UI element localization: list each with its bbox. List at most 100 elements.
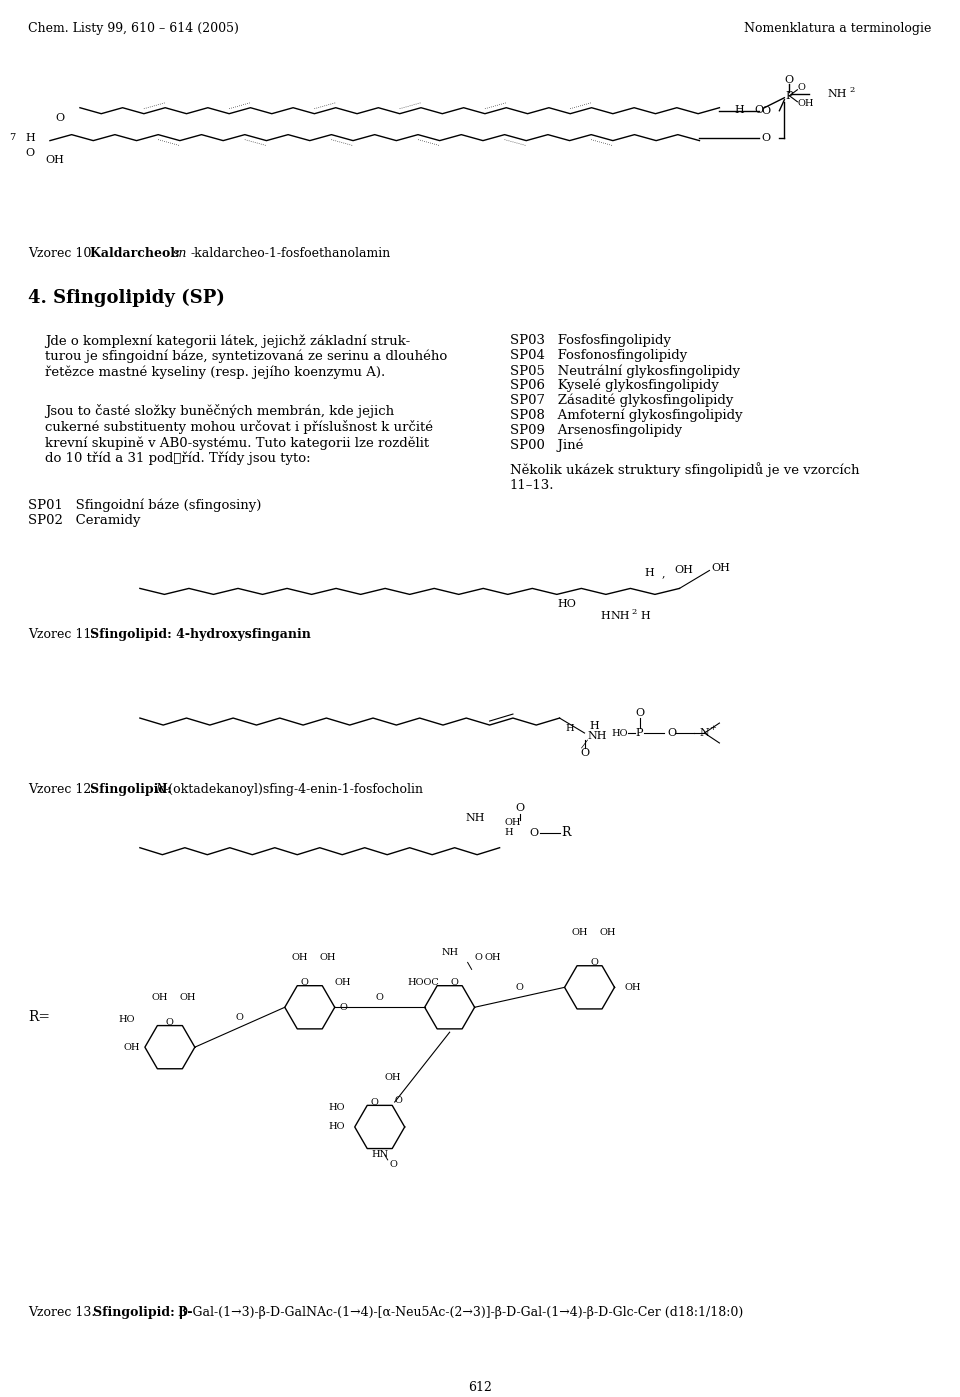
- Text: SP09   Arsenosfingolipidy: SP09 Arsenosfingolipidy: [510, 423, 682, 437]
- Text: P: P: [785, 91, 793, 101]
- Text: O: O: [450, 978, 459, 986]
- Text: H: H: [601, 612, 611, 622]
- Text: Chem. Listy 99, 610 – 614 (2005): Chem. Listy 99, 610 – 614 (2005): [28, 22, 239, 35]
- Text: OH: OH: [320, 953, 336, 963]
- Text: O: O: [25, 148, 35, 158]
- Text: O: O: [516, 983, 523, 992]
- Text: H: H: [505, 828, 514, 837]
- Text: N: N: [700, 728, 709, 738]
- Text: HO: HO: [328, 1122, 345, 1132]
- Text: Sfingolipid: 4-hydroxysfinganin: Sfingolipid: 4-hydroxysfinganin: [90, 629, 311, 641]
- Text: OH: OH: [711, 563, 731, 573]
- Text: O: O: [474, 953, 483, 963]
- Text: O: O: [635, 708, 644, 718]
- Text: O: O: [667, 728, 677, 738]
- Text: SP05   Neutrální glykosfingolipidy: SP05 Neutrální glykosfingolipidy: [510, 365, 740, 377]
- Text: N: N: [155, 782, 166, 796]
- Text: Jde o komplexní kategorii látek, jejichž základní struk-
turou je sfingoidní báz: Jde o komplexní kategorii látek, jejichž…: [45, 334, 447, 379]
- Text: 7: 7: [9, 133, 15, 142]
- Text: 4. Sfingolipidy (SP): 4. Sfingolipidy (SP): [28, 289, 225, 307]
- Text: OH: OH: [485, 953, 501, 963]
- Text: O: O: [340, 1003, 348, 1011]
- Text: -(oktadekanoyl)sfing-4-enin-1-fosfocholin: -(oktadekanoyl)sfing-4-enin-1-fosfocholi…: [165, 782, 424, 796]
- Text: O: O: [590, 958, 598, 967]
- Text: HO: HO: [557, 599, 576, 609]
- Text: O: O: [56, 113, 64, 123]
- Text: H: H: [645, 569, 655, 578]
- Text: 2: 2: [850, 85, 854, 94]
- Text: -kaldarcheo-1-fosfoethanolamin: -kaldarcheo-1-fosfoethanolamin: [191, 247, 391, 260]
- Text: Vzorec 13.: Vzorec 13.: [28, 1306, 99, 1320]
- Text: OH: OH: [292, 953, 308, 963]
- Text: OH: OH: [124, 1042, 140, 1052]
- Text: O: O: [580, 747, 589, 759]
- Text: HOOC: HOOC: [408, 978, 440, 986]
- Text: O: O: [515, 803, 524, 813]
- Text: OH: OH: [625, 983, 641, 992]
- Text: O: O: [761, 106, 771, 116]
- Text: O: O: [785, 75, 794, 85]
- Text: H: H: [589, 721, 599, 731]
- Text: O: O: [761, 133, 771, 142]
- Text: Nomenklatura a terminologie: Nomenklatura a terminologie: [744, 22, 931, 35]
- Text: OH: OH: [571, 928, 588, 937]
- Text: ,: ,: [661, 569, 665, 578]
- Text: O: O: [798, 84, 805, 92]
- Text: Sfingolipid:: Sfingolipid:: [90, 782, 176, 796]
- Text: HO: HO: [611, 728, 628, 738]
- Text: D-Gal-(1→3)-β-D-GalNAc-(1→4)-[α-Neu5Ac-(2→3)]-β-D-Gal-(1→4)-β-D-Glc-Cer (d18:1/1: D-Gal-(1→3)-β-D-GalNAc-(1→4)-[α-Neu5Ac-(…: [178, 1306, 743, 1320]
- Text: O: O: [236, 1013, 244, 1021]
- Text: NH: NH: [828, 89, 847, 99]
- Text: H: H: [734, 105, 744, 115]
- Text: SP02   Ceramidy: SP02 Ceramidy: [28, 514, 140, 527]
- Text: O: O: [375, 993, 384, 1002]
- Text: Vzorec 12.: Vzorec 12.: [28, 782, 99, 796]
- Text: HO: HO: [118, 1014, 135, 1024]
- Text: O: O: [755, 105, 764, 115]
- Text: NH: NH: [466, 813, 485, 823]
- Text: OH: OH: [180, 993, 197, 1002]
- Text: HO: HO: [328, 1102, 345, 1112]
- Text: 612: 612: [468, 1382, 492, 1394]
- Text: O: O: [530, 828, 539, 838]
- Text: R: R: [562, 826, 571, 840]
- Text: SP04   Fosfonosfingolipidy: SP04 Fosfonosfingolipidy: [510, 349, 686, 362]
- Text: H: H: [25, 133, 35, 142]
- Text: OH: OH: [335, 978, 351, 986]
- Text: SP01   Sfingoidní báze (sfingosiny): SP01 Sfingoidní báze (sfingosiny): [28, 499, 261, 513]
- Text: Vzorec 10.: Vzorec 10.: [28, 247, 99, 260]
- Text: H: H: [565, 724, 574, 732]
- Text: OH: OH: [152, 993, 168, 1002]
- Text: H: H: [641, 612, 651, 622]
- Text: O: O: [300, 978, 309, 986]
- Text: NH: NH: [611, 612, 631, 622]
- Text: O: O: [390, 1161, 397, 1169]
- Text: SP03   Fosfosfingolipidy: SP03 Fosfosfingolipidy: [510, 334, 671, 346]
- Text: SP08   Amfoterní glykosfingolipidy: SP08 Amfoterní glykosfingolipidy: [510, 409, 742, 422]
- Text: OH: OH: [45, 155, 63, 165]
- Text: O: O: [371, 1098, 378, 1106]
- Text: SP00   Jiné: SP00 Jiné: [510, 439, 583, 453]
- Text: Několik ukázek struktury sfingolipidů je ve vzorcích
11–13.: Několik ukázek struktury sfingolipidů je…: [510, 462, 859, 492]
- Text: R=: R=: [28, 1010, 50, 1024]
- Text: Vzorec 11.: Vzorec 11.: [28, 629, 99, 641]
- Text: Sfingolipid: β-: Sfingolipid: β-: [93, 1306, 192, 1320]
- Text: OH: OH: [385, 1073, 401, 1081]
- Text: OH: OH: [505, 819, 521, 827]
- Text: OH: OH: [600, 928, 616, 937]
- Text: O: O: [395, 1095, 402, 1105]
- Text: SP06   Kyselé glykosfingolipidy: SP06 Kyselé glykosfingolipidy: [510, 379, 718, 393]
- Text: NH: NH: [441, 949, 458, 957]
- Text: +: +: [709, 724, 716, 732]
- Text: sn: sn: [173, 247, 187, 260]
- Text: HN: HN: [372, 1150, 388, 1160]
- Text: O: O: [166, 1018, 174, 1027]
- Text: OH: OH: [675, 566, 693, 576]
- Text: P: P: [636, 728, 643, 738]
- Text: NH: NH: [588, 731, 607, 740]
- Text: 2: 2: [632, 608, 637, 616]
- Text: SP07   Zásadité glykosfingolipidy: SP07 Zásadité glykosfingolipidy: [510, 394, 733, 408]
- Text: OH: OH: [798, 99, 814, 108]
- Text: Kaldarcheol:: Kaldarcheol:: [90, 247, 184, 260]
- Text: Jsou to časté složky buněčných membrán, kde jejich
cukerné substituenty mohou ur: Jsou to časté složky buněčných membrán, …: [45, 404, 433, 465]
